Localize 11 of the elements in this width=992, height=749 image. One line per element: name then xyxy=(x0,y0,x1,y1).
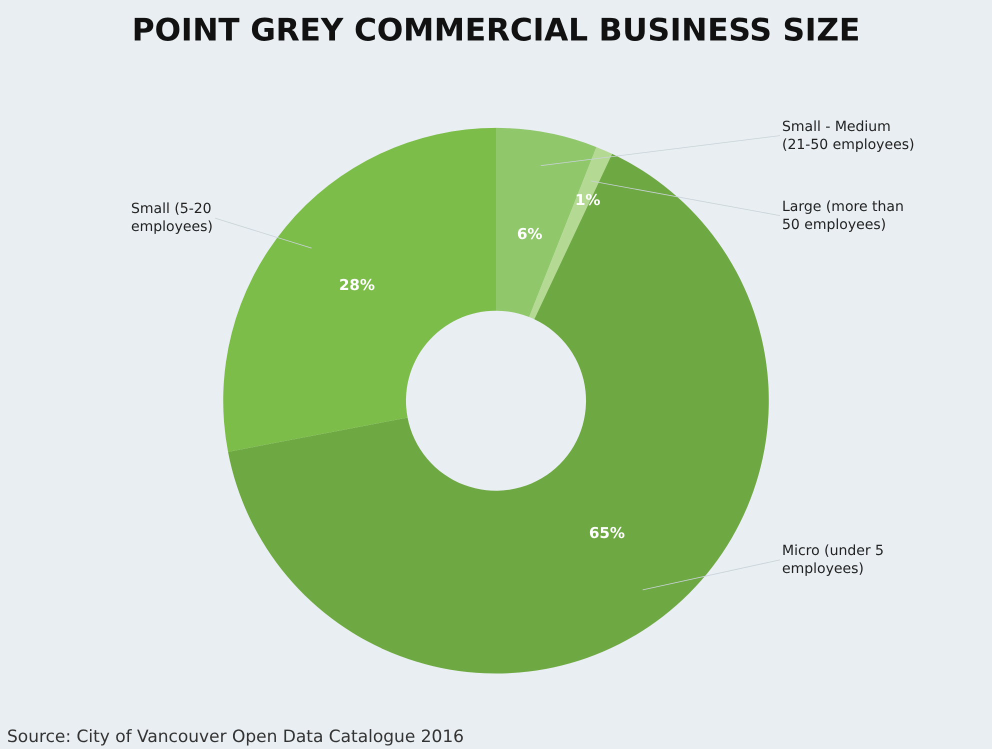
source-note: Source: City of Vancouver Open Data Catalogue 2016 xyxy=(7,727,464,747)
data-label: 28% xyxy=(339,276,375,294)
donut-slice xyxy=(228,154,769,674)
data-label: 6% xyxy=(517,225,542,243)
slice-label: Small - Medium (21-50 employees) xyxy=(782,119,914,154)
slice-label: Small (5-20 employees) xyxy=(131,201,213,236)
chart-title: POINT GREY COMMERCIAL BUSINESS SIZE xyxy=(132,12,860,48)
slice-label: Large (more than 50 employees) xyxy=(782,199,904,234)
donut-slice xyxy=(224,128,496,452)
data-label: 65% xyxy=(589,524,625,542)
slice-label: Micro (under 5 employees) xyxy=(782,543,884,578)
